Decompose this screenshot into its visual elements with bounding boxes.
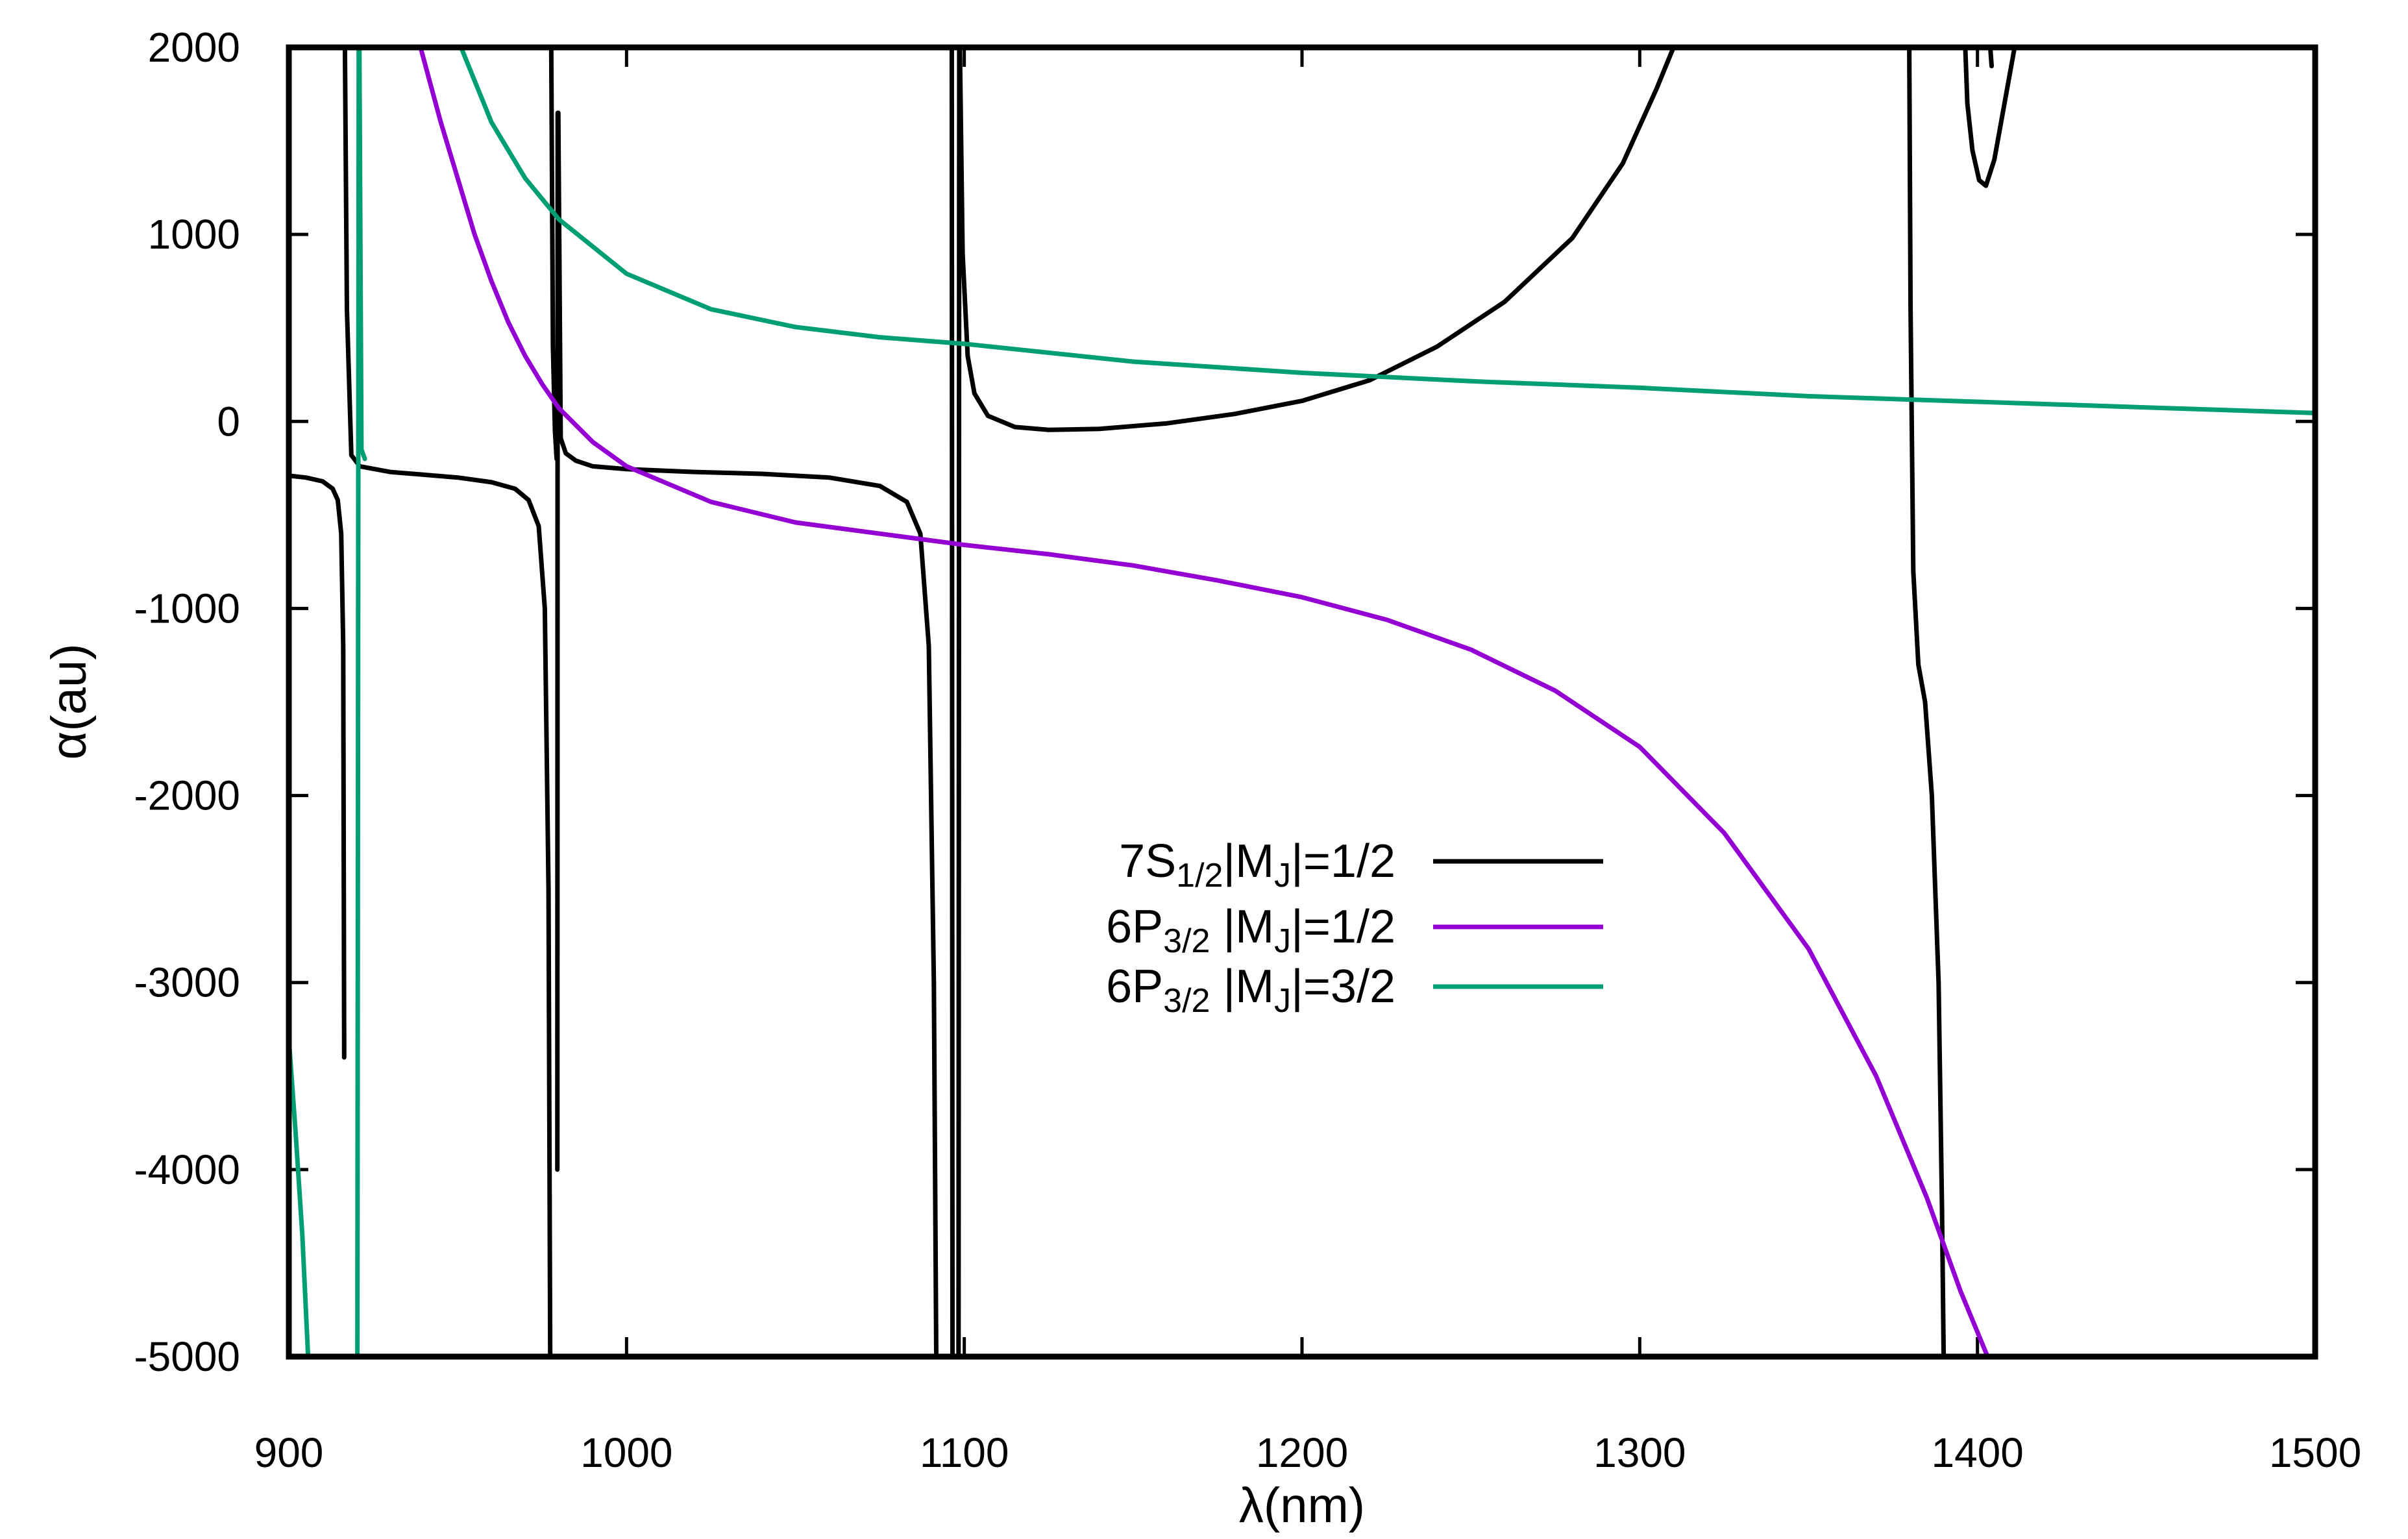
plot-frame	[286, 44, 2318, 1360]
y-tick-label: 1000	[148, 211, 240, 258]
series-line-1	[289, 47, 2017, 1357]
y-tick-label: -3000	[134, 959, 240, 1006]
x-tick-label: 1200	[1256, 1429, 1348, 1476]
y-tick-label: -1000	[134, 585, 240, 632]
y-tick-label: 0	[217, 398, 240, 445]
x-tick-label: 1500	[2269, 1429, 2361, 1476]
x-tick-label: 900	[254, 1429, 324, 1476]
tick-labels: 900 1000 1100 1200 1300 1400 1500 2000 1000 0 -100…	[134, 24, 2361, 1476]
x-axis-label: λ(nm)	[1239, 1478, 1365, 1533]
series-line-2	[418, 47, 1990, 1357]
y-tick-label: -5000	[134, 1333, 240, 1380]
series-line-3	[289, 47, 2315, 1357]
y-tick-label: -4000	[134, 1146, 240, 1193]
x-tick-label: 1100	[920, 1429, 1009, 1476]
series-group	[289, 47, 2315, 1357]
x-tick-label: 1300	[1593, 1429, 1686, 1476]
legend-label-1: 7S1/2|MJ|=1/2	[1119, 835, 1395, 894]
x-tick-label: 1400	[1931, 1429, 2023, 1476]
x-tick-label: 1000	[580, 1429, 672, 1476]
y-tick-label: -2000	[134, 772, 240, 819]
legend-label-3: 6P3/2 |MJ|=3/2	[1106, 961, 1395, 1020]
y-axis-label: α(au)	[42, 643, 97, 759]
y-tick-label: 2000	[148, 24, 240, 71]
legend-label-2: 6P3/2 |MJ|=1/2	[1106, 901, 1395, 960]
